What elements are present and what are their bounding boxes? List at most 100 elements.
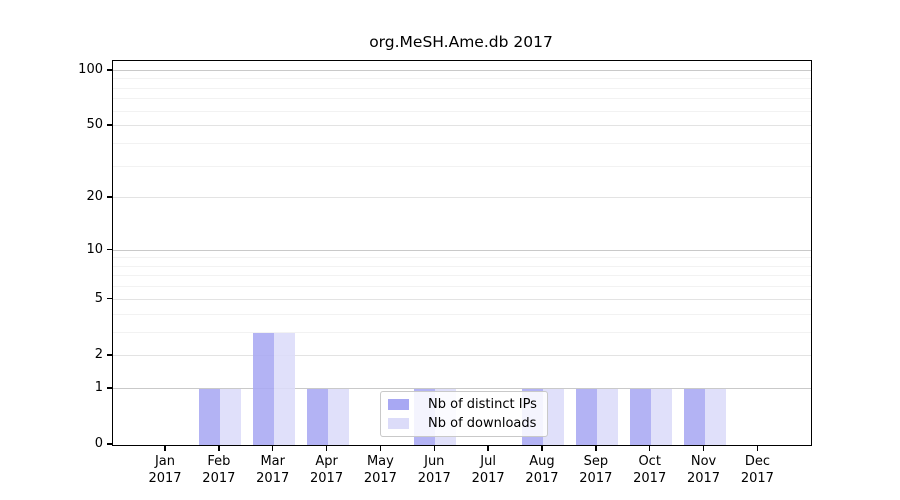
xtick-year-dec: 2017	[740, 471, 774, 486]
gridline-y-5	[113, 298, 811, 300]
ytick-mark-20	[107, 196, 112, 198]
gridline-y-80	[113, 87, 811, 89]
xtick-label-oct: Oct 2017	[610, 453, 690, 487]
gridline-y-7	[113, 275, 811, 277]
xtick-month-mar: Mar	[260, 454, 285, 469]
legend-item-downloads: Nb of downloads	[381, 416, 547, 431]
bar-oct-distinct-ips	[629, 388, 651, 445]
bar-sep-downloads	[596, 388, 618, 445]
xtick-year-feb: 2017	[202, 471, 236, 486]
bar-apr-distinct-ips	[306, 388, 328, 445]
legend: Nb of distinct IPs Nb of downloads	[380, 391, 548, 437]
gridline-y-6	[113, 286, 811, 288]
gridline-y-50	[113, 125, 811, 127]
legend-swatch-distinct-ips	[388, 399, 409, 410]
xtick-month-sep: Sep	[583, 454, 609, 469]
ytick-label-100: 100	[78, 61, 103, 77]
bar-apr-downloads	[327, 388, 349, 445]
xtick-year-sep: 2017	[579, 471, 613, 486]
xtick-year-may: 2017	[363, 471, 397, 486]
xtick-label-dec: Dec 2017	[717, 453, 797, 487]
xtick-month-jun: Jun	[424, 454, 445, 469]
gridline-y-100	[113, 69, 811, 71]
chart-title: org.MeSH.Ame.db 2017	[369, 33, 553, 51]
xtick-month-nov: Nov	[690, 454, 717, 469]
bar-mar-downloads	[273, 332, 295, 445]
ytick-mark-2	[107, 354, 112, 356]
xtick-year-aug: 2017	[525, 471, 559, 486]
legend-label-distinct-ips: Nb of distinct IPs	[428, 397, 537, 412]
gridline-y-3	[113, 331, 811, 333]
xtick-month-aug: Aug	[529, 454, 555, 469]
ytick-label-0: 0	[94, 436, 103, 451]
bar-sep-distinct-ips	[575, 388, 597, 445]
ytick-label-20: 20	[86, 189, 103, 205]
ytick-label-50: 50	[86, 117, 103, 133]
bar-feb-distinct-ips	[198, 388, 220, 445]
gridline-y-8	[113, 265, 811, 267]
legend-item-distinct-ips: Nb of distinct IPs	[381, 397, 547, 412]
gridline-y-2	[113, 354, 811, 356]
gridline-y-40	[113, 142, 811, 144]
ytick-mark-0	[107, 443, 112, 445]
xtick-month-dec: Dec	[744, 454, 770, 469]
xtick-mark-dec	[756, 445, 759, 451]
ytick-label-5: 5	[94, 290, 103, 306]
ytick-label-1: 1	[94, 379, 103, 395]
xtick-year-oct: 2017	[633, 471, 667, 486]
gridline-y-4	[113, 313, 811, 315]
xtick-mark-aug	[541, 445, 543, 451]
xtick-year-jan: 2017	[148, 471, 182, 486]
xtick-month-jul: Jul	[480, 454, 496, 469]
ytick-mark-10	[107, 248, 112, 251]
bar-feb-downloads	[219, 388, 241, 445]
ytick-label-2: 2	[94, 346, 103, 362]
legend-swatch-downloads	[388, 418, 409, 429]
ytick-mark-1	[107, 387, 112, 389]
bar-mar-distinct-ips	[252, 332, 274, 445]
xtick-mark-feb	[218, 445, 220, 451]
xtick-month-feb: Feb	[207, 454, 231, 469]
bar-aug-downloads	[542, 388, 564, 445]
xtick-label-jul: Jul 2017	[448, 453, 528, 487]
gridline-y-1	[113, 387, 811, 389]
xtick-mark-jul	[487, 445, 489, 451]
gridline-y-90	[113, 78, 811, 80]
xtick-mark-nov	[702, 445, 705, 451]
legend-label-downloads: Nb of downloads	[428, 416, 537, 431]
gridline-y-9	[113, 257, 811, 259]
plot-area: Nb of distinct IPs Nb of downloads	[112, 60, 812, 446]
xtick-label-feb: Feb 2017	[179, 453, 259, 487]
xtick-mark-jan	[164, 445, 166, 451]
xtick-year-apr: 2017	[310, 471, 344, 486]
bar-nov-distinct-ips	[683, 388, 705, 445]
xtick-month-apr: Apr	[315, 454, 338, 469]
xtick-label-mar: Mar 2017	[233, 453, 313, 487]
xtick-month-oct: Oct	[638, 454, 661, 469]
gridline-y-30	[113, 165, 811, 167]
gridline-y-10	[113, 249, 811, 251]
xtick-year-mar: 2017	[256, 471, 290, 486]
xtick-mark-mar	[271, 445, 274, 451]
ytick-mark-50	[107, 124, 112, 126]
gridline-y-20	[113, 197, 811, 199]
ytick-label-10: 10	[86, 241, 103, 257]
xtick-mark-apr	[325, 445, 328, 451]
xtick-label-aug: Aug 2017	[502, 453, 582, 487]
bar-nov-downloads	[704, 388, 726, 445]
xtick-label-sep: Sep 2017	[556, 453, 636, 487]
xtick-label-jun: Jun 2017	[394, 453, 474, 487]
xtick-mark-sep	[595, 445, 597, 451]
ytick-mark-100	[107, 69, 112, 71]
gridline-y-70	[113, 98, 811, 100]
bar-oct-downloads	[650, 388, 672, 445]
xtick-year-nov: 2017	[686, 471, 721, 486]
xtick-mark-oct	[648, 445, 651, 451]
xtick-label-apr: Apr 2017	[287, 453, 367, 487]
xtick-mark-jun	[433, 445, 436, 451]
xtick-mark-may	[379, 445, 382, 451]
ytick-mark-5	[107, 297, 112, 300]
xtick-label-jan: Jan 2017	[125, 453, 205, 487]
gridline-y-60	[113, 110, 811, 112]
